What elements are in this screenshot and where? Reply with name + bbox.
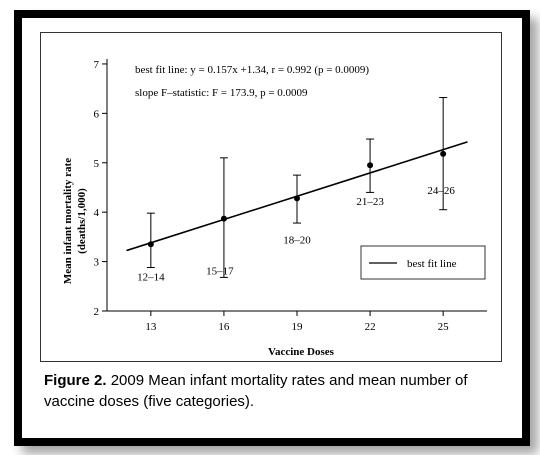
y-tick-label: 5	[94, 158, 100, 170]
data-point	[367, 162, 374, 169]
data-point	[220, 215, 227, 222]
y-tick-label: 2	[94, 306, 100, 318]
x-axis-label: Vaccine Doses	[268, 346, 335, 358]
legend-entry-best-fit: best fit line	[407, 258, 457, 270]
point-label: 15–17	[206, 266, 234, 278]
y-tick-label: 6	[94, 108, 100, 120]
point-label: 18–20	[283, 234, 311, 246]
figure-caption: Figure 2. 2009 Mean infant mortality rat…	[44, 370, 514, 412]
scatter-chart: Mean infant mortality rate (deaths/1,000…	[62, 59, 487, 358]
y-axis-label-line1: Mean infant mortality rate	[62, 158, 74, 284]
x-tick-label: 25	[438, 321, 450, 333]
fit-annotation-line1: best fit line: y = 0.157x +1.34, r = 0.9…	[135, 64, 369, 76]
x-tick-label: 19	[292, 321, 304, 333]
point-label: 21–23	[356, 196, 384, 208]
data-point	[294, 195, 300, 202]
point-label: 12–14	[137, 271, 165, 283]
y-tick-label: 4	[94, 207, 100, 219]
y-tick-label: 3	[94, 257, 100, 269]
data-point	[147, 241, 154, 248]
point-label: 24–26	[427, 185, 455, 197]
y-tick-label: 7	[94, 59, 100, 71]
x-tick-label: 16	[218, 321, 230, 333]
plot-box: Mean infant mortality rate (deaths/1,000…	[40, 32, 502, 362]
x-tick-label: 22	[365, 321, 376, 333]
data-point	[440, 150, 447, 157]
figure-frame: Mean infant mortality rate (deaths/1,000…	[14, 10, 530, 446]
x-tick-label: 13	[145, 321, 157, 333]
y-axis-label-line2: (deaths/1,000)	[76, 188, 88, 254]
fit-annotation-line2: slope F–statistic: F = 173.9, p = 0.0009	[135, 87, 308, 99]
caption-label: Figure 2.	[44, 372, 107, 389]
caption-text: 2009 Mean infant mortality rates and mea…	[44, 372, 468, 410]
